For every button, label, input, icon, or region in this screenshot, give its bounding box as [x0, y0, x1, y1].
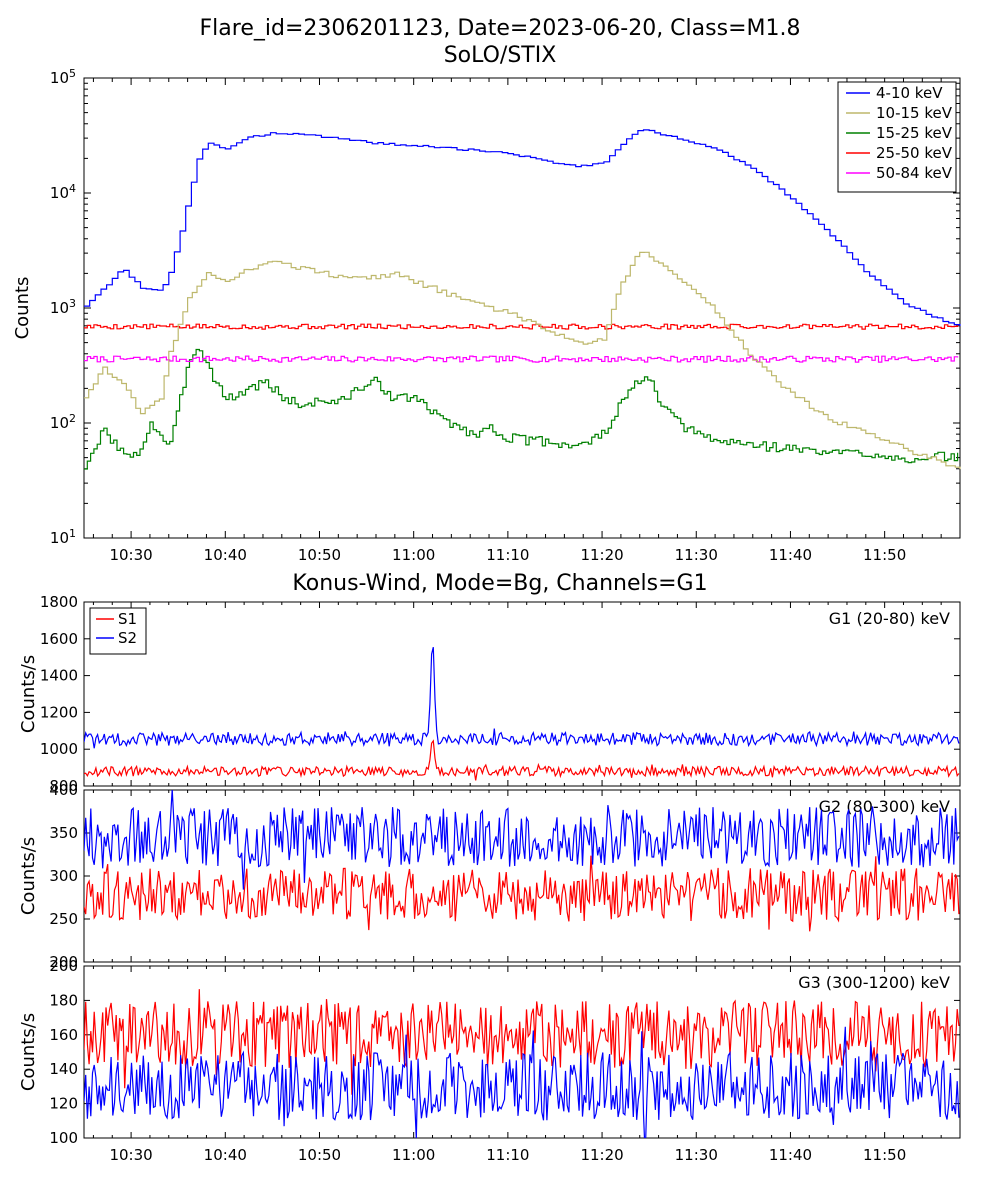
konus-xtick: 10:30 [109, 1146, 152, 1164]
stix-xtick: 11:00 [392, 546, 435, 564]
stix-xtick: 11:10 [486, 546, 529, 564]
konus-xtick: 10:50 [298, 1146, 341, 1164]
konus-xtick: 11:30 [675, 1146, 718, 1164]
stix-title: SoLO/STIX [444, 43, 557, 68]
konus-panel-label: G2 (80-300) keV [819, 797, 950, 816]
konus-ytick: 1200 [40, 703, 78, 721]
konus-ytick: 1400 [40, 667, 78, 685]
konus-ylabel: Counts/s [18, 655, 39, 733]
main-title: Flare_id=2306201123, Date=2023-06-20, Cl… [200, 16, 801, 41]
stix-ylabel: Counts [12, 277, 33, 340]
konus-title: Konus-Wind, Mode=Bg, Channels=G1 [292, 571, 707, 596]
stix-panel: 101 102 103 104 105 Counts 10:30 10:40 10:50 11:0… [12, 67, 960, 565]
legend-label: 10-15 keV [876, 104, 953, 122]
konus-ytick: 300 [49, 867, 78, 885]
konus-xtick: 11:40 [769, 1146, 812, 1164]
konus-xtick: 11:20 [580, 1146, 623, 1164]
konus-ytick: 1800 [40, 593, 78, 611]
konus-ytick: 140 [49, 1060, 78, 1078]
legend-label: 4-10 keV [876, 84, 943, 102]
konus-ylabel: Counts/s [18, 1013, 39, 1091]
konus-ytick: 350 [49, 824, 78, 842]
konus-panel-label: G3 (300-1200) keV [798, 973, 950, 992]
stix-ytick: 104 [50, 182, 76, 203]
konus-xtick: 11:50 [863, 1146, 906, 1164]
legend-label: S2 [118, 629, 137, 647]
stix-ytick: 103 [50, 297, 76, 318]
konus-ytick: 400 [49, 781, 78, 799]
konus-panel-g1: 80010001200140016001800Counts/sG1 (20-80… [18, 593, 960, 795]
stix-xtick: 11:50 [863, 546, 906, 564]
konus-series-g1-blue [84, 647, 959, 748]
stix-xtick: 11:20 [580, 546, 623, 564]
stix-ytick: 102 [50, 412, 76, 433]
legend-label: 25-50 keV [876, 144, 953, 162]
stix-ytick: 105 [50, 67, 76, 88]
stix-xtick: 10:30 [109, 546, 152, 564]
legend-label: 50-84 keV [876, 164, 953, 182]
legend-label: S1 [118, 610, 137, 628]
stix-series-25-50 [84, 324, 958, 329]
legend-label: 15-25 keV [876, 124, 953, 142]
stix-ytick: 101 [50, 527, 76, 548]
konus-ytick: 1600 [40, 630, 78, 648]
stix-xtick: 11:40 [769, 546, 812, 564]
stix-series-50-84 [84, 356, 958, 362]
konus-panel-label: G1 (20-80) keV [829, 609, 950, 628]
stix-xtick: 10:40 [204, 546, 247, 564]
konus-ytick: 120 [49, 1095, 78, 1113]
konus-xtick: 10:40 [204, 1146, 247, 1164]
konus-panel-g2: 200250300350400Counts/sG2 (80-300) keV [18, 781, 960, 971]
konus-xtick: 11:10 [486, 1146, 529, 1164]
stix-series-4-10 [84, 130, 960, 326]
konus-panel-g3: 100 120 140 160 180 200 Counts/s 10:30 10:40 10:5… [18, 957, 960, 1164]
stix-series-15-25 [84, 350, 958, 470]
konus-series-g2-red [84, 856, 959, 932]
stix-xtick: 10:50 [298, 546, 341, 564]
konus-ytick: 180 [49, 991, 78, 1009]
konus-series-g1-red [84, 741, 959, 781]
konus-ytick: 200 [49, 957, 78, 975]
stix-xtick: 11:30 [675, 546, 718, 564]
konus-ytick: 1000 [40, 740, 78, 758]
konus-ytick: 160 [49, 1026, 78, 1044]
konus-xtick: 11:00 [392, 1146, 435, 1164]
konus-ytick: 100 [49, 1129, 78, 1147]
konus-ylabel: Counts/s [18, 837, 39, 915]
konus-ytick: 250 [49, 910, 78, 928]
